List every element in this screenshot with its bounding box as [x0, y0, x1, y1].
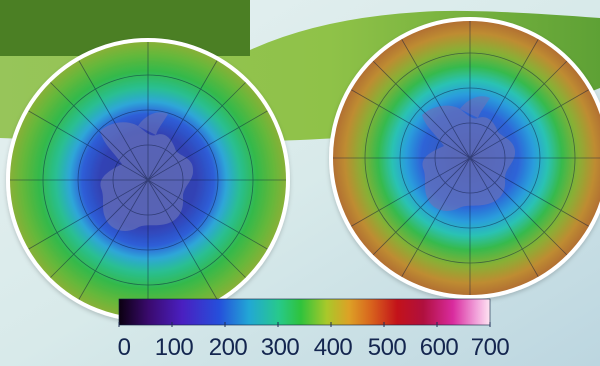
right-graticule: [331, 19, 600, 297]
colorbar-ticks: [118, 322, 491, 327]
left-antarctica-shape: [100, 122, 194, 231]
left-globe: [6, 38, 290, 322]
left-graticule: [8, 40, 288, 320]
right-globe: [329, 17, 600, 299]
colorbar: [118, 298, 491, 327]
